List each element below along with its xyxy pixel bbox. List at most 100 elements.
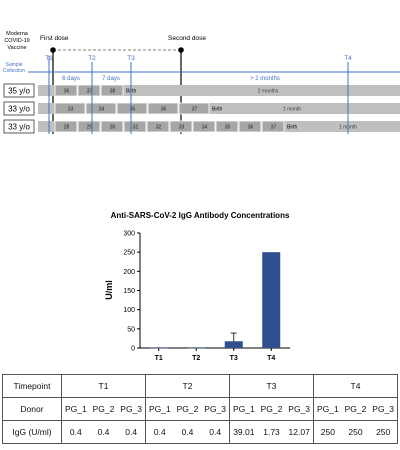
donor-name: PG_3 (120, 404, 143, 414)
chart-axes: 0 50 100 150 200 250 300 T1 T2 T3 T4 (123, 231, 290, 362)
x-tick-label: T3 (230, 355, 238, 362)
gestation-week-segment (54, 84, 78, 97)
donor-age-label: 33 y/o (8, 105, 30, 114)
birth-label: Birth (287, 125, 298, 131)
y-tick-label: 100 (123, 307, 135, 314)
igg-bar-chart: Anti-SARS-CoV-2 IgG Antibody Concentrati… (104, 211, 290, 362)
gestation-week-segment (54, 102, 86, 115)
igg-value: 0.4 (153, 427, 166, 437)
igg-cell-t3: 39.01 1.73 12.07 (229, 420, 314, 444)
donor-age-label: 33 y/o (8, 123, 30, 132)
gestation-week-segment (238, 120, 262, 133)
y-tick-label: 50 (127, 326, 135, 333)
table-donor-row: Donor PG_1 PG_2 PG_3 PG_1 PG_2 PG_3 PG_1 PG_2… (2, 397, 398, 421)
table-timepoint-t3: T3 (229, 374, 314, 398)
donor-name: PG_2 (92, 404, 115, 414)
gestation-week-segment (215, 120, 239, 133)
second-dose-label: Second dose (168, 35, 206, 42)
igg-value: 0.4 (181, 427, 194, 437)
donor-name: PG_2 (176, 404, 199, 414)
gestation-week-label: 29 (87, 125, 93, 131)
x-tick-label: T2 (192, 355, 200, 362)
chart-bars (149, 252, 281, 349)
x-tick-label: T4 (267, 355, 275, 362)
donor-age-box (3, 101, 35, 116)
timepoint-label-t4: T4 (344, 55, 352, 62)
gestation-week-label: 37 (271, 125, 277, 131)
igg-value: 250 (376, 427, 391, 437)
chart-title: Anti-SARS-CoV-2 IgG Antibody Concentrati… (111, 211, 290, 220)
donor-row: 35 y/o363738Birth2 months (3, 83, 400, 98)
gestation-week-label: 36 (161, 107, 167, 113)
table-igg-row: IgG (U/ml) 0.4 0.4 0.4 0.4 0.4 0.4 39.01 1.73… (2, 420, 398, 444)
gestation-week-segment (54, 120, 78, 133)
y-axis-label: U/ml (104, 280, 114, 300)
gestation-week-label: 28 (64, 125, 70, 131)
donor-name: PG_3 (204, 404, 227, 414)
igg-value: 12.07 (288, 427, 310, 437)
vaccine-label-line-1: Moderna (6, 31, 29, 37)
y-tick-label: 200 (123, 269, 135, 276)
igg-value: 250 (320, 427, 335, 437)
gestation-week-label: 37 (87, 89, 93, 95)
interval-label-1: 6 days (62, 76, 80, 82)
table-header-row: Timepoint T1 T2 T3 T4 (2, 374, 398, 398)
table-timepoint-t4: T4 (313, 374, 398, 398)
igg-value: 0.4 (125, 427, 138, 437)
gestation-week-label: 38 (110, 89, 116, 95)
gestation-week-label: 33 (179, 125, 185, 131)
sample-label-line-1: Sample (6, 62, 23, 68)
vaccine-label-line-3: Vaccine (7, 45, 26, 51)
first-dose-label: First dose (40, 35, 69, 42)
bar-t3 (224, 341, 243, 348)
donor-age-box (3, 83, 35, 98)
igg-value: 0.4 (97, 427, 110, 437)
gestation-week-segment (77, 84, 101, 97)
timepoint-label-t2: T2 (88, 55, 96, 62)
igg-header: IgG (U/ml) (2, 420, 62, 444)
timepoint-header: Timepoint (2, 374, 62, 398)
gestation-week-segment (261, 120, 285, 133)
donor-cell-t2: PG_1 PG_2 PG_3 (145, 397, 230, 421)
donor-header: Donor (2, 397, 62, 421)
donor-name: PG_1 (232, 404, 255, 414)
gestation-week-label: 31 (133, 125, 139, 131)
sample-label-line-2: Collection (3, 68, 25, 74)
y-tick-label: 250 (123, 250, 135, 257)
gestation-week-segment (100, 120, 124, 133)
gestation-week-label: 34 (202, 125, 208, 131)
pregnancy-bar (38, 103, 400, 114)
x-tick-label: T1 (155, 355, 163, 362)
y-tick-label: 300 (123, 231, 135, 238)
bar-t1 (149, 347, 168, 349)
gestation-week-segment (116, 102, 148, 115)
donor-cell-t1: PG_1 PG_2 PG_3 (61, 397, 146, 421)
bar-t4 (262, 252, 281, 348)
donor-name: PG_2 (344, 404, 367, 414)
gestation-week-segment (147, 102, 179, 115)
donor-name: PG_1 (64, 404, 87, 414)
gestation-week-segment (123, 120, 147, 133)
igg-value: 1.73 (263, 427, 280, 437)
gestation-week-label: 36 (64, 89, 70, 95)
igg-table: Timepoint T1 T2 T3 T4 Donor PG_1 PG_2 PG_3… (2, 374, 398, 444)
vaccination-timeline: Moderna COVID-19 Vaccine First dose Seco… (3, 31, 400, 134)
table-timepoint-t2: T2 (145, 374, 230, 398)
y-tick-label: 0 (131, 346, 135, 353)
donor-cell-t4: PG_1 PG_2 PG_3 (313, 397, 398, 421)
gestation-week-segment (146, 120, 170, 133)
igg-cell-t4: 250 250 250 (313, 420, 398, 444)
bar-t2 (187, 347, 206, 349)
gestation-week-label: 32 (156, 125, 162, 131)
gestation-week-segment (192, 120, 216, 133)
gestation-week-label: 33 (68, 107, 74, 113)
donor-name: PG_3 (372, 404, 395, 414)
timepoint-label-t3: T3 (127, 55, 135, 62)
donor-name: PG_1 (148, 404, 171, 414)
igg-cell-t2: 0.4 0.4 0.4 (145, 420, 230, 444)
gestation-week-segment (100, 84, 124, 97)
postpartum-label: 1 month (283, 107, 301, 113)
gestation-week-segment (169, 120, 193, 133)
gestation-week-label: 37 (192, 107, 198, 113)
